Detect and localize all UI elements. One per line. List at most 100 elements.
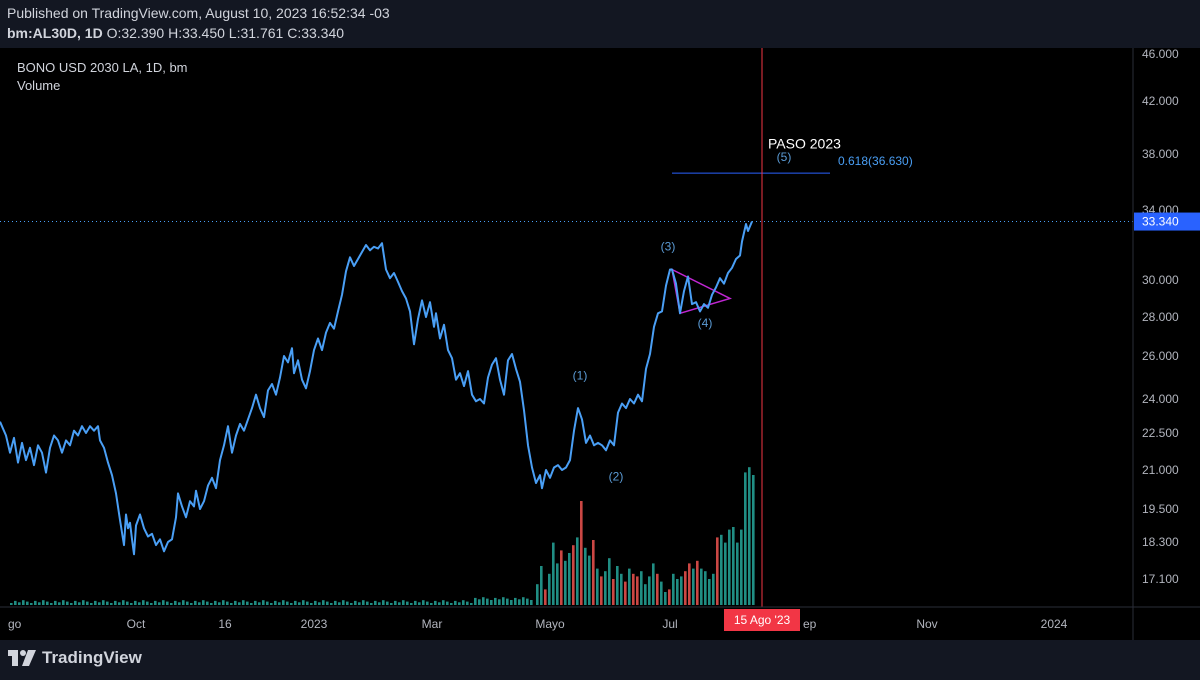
volume-bar: [74, 600, 77, 605]
volume-bar: [704, 571, 707, 605]
y-axis-tick-label: 18.300: [1142, 535, 1179, 549]
volume-bar: [462, 600, 465, 605]
volume-bar: [18, 602, 21, 605]
volume-bar: [274, 600, 277, 605]
volume-bar: [374, 600, 377, 605]
volume-bar: [242, 600, 245, 605]
volume-bar: [390, 603, 393, 605]
volume-bar: [270, 603, 273, 605]
volume-bar: [446, 601, 449, 605]
volume-bar: [680, 576, 683, 605]
volume-bar: [720, 534, 723, 605]
volume-bar: [86, 601, 89, 605]
volume-bar: [394, 600, 397, 605]
x-axis-tick-label: 16: [218, 617, 232, 631]
ohlc-line: bm:AL30D, 1D O:32.390 H:33.450 L:31.761 …: [7, 25, 344, 41]
volume-bar: [226, 601, 229, 605]
volume-bar: [624, 581, 627, 605]
volume-bar: [406, 601, 409, 605]
volume-bar: [214, 600, 217, 605]
volume-bar: [286, 601, 289, 605]
volume-bar: [190, 603, 193, 605]
volume-bar: [26, 601, 29, 605]
volume-bar: [664, 592, 667, 605]
brand[interactable]: TradingView: [8, 648, 142, 668]
volume-bar: [450, 603, 453, 605]
volume-bar: [672, 573, 675, 605]
tradingview-logo-icon: [8, 650, 36, 666]
price-chart[interactable]: (1) (2) (3) (4) (5)PASO 2023 0.618(36.630) 46.…: [0, 48, 1200, 640]
volume-bar: [314, 600, 317, 605]
volume-bar: [174, 600, 177, 605]
volume-bar: [98, 602, 101, 605]
volume-bar: [692, 568, 695, 605]
volume-bar: [482, 597, 485, 605]
volume-bar: [568, 553, 571, 605]
volume-bar: [122, 600, 125, 605]
volume-bar: [338, 602, 341, 605]
y-axis-tick-label: 28.000: [1142, 310, 1179, 324]
volume-bar: [162, 600, 165, 605]
volume-bar: [596, 568, 599, 605]
volume-bar: [210, 603, 213, 605]
volume-bar: [294, 600, 297, 605]
volume-bar: [652, 563, 655, 605]
volume-bar: [42, 600, 45, 605]
volume-bar: [644, 584, 647, 605]
volume-bar: [676, 579, 679, 605]
volume-bar: [688, 563, 691, 605]
x-axis-tick-label: Nov: [916, 617, 937, 631]
volume-bar: [90, 603, 93, 605]
volume-bar: [518, 599, 521, 605]
volume-bar: [46, 601, 49, 605]
x-axis-tick-label: 2023: [301, 617, 328, 631]
volume-bar: [636, 576, 639, 605]
volume-bar: [540, 566, 543, 605]
volume-bar: [576, 537, 579, 605]
volume-bar: [134, 600, 137, 605]
footer: TradingView: [0, 640, 1200, 680]
volume-bar: [494, 597, 497, 605]
close-label: C:: [287, 25, 302, 41]
x-axis-tick-label: 2024: [1041, 617, 1068, 631]
volume-bar: [536, 584, 539, 605]
volume-bar: [604, 571, 607, 605]
cursor-date-label: 15 Ago '23: [734, 613, 791, 627]
volume-bar: [506, 598, 509, 605]
volume-bar: [10, 603, 13, 605]
volume-bar: [430, 603, 433, 605]
volume-bar: [290, 603, 293, 605]
published-info: Published on TradingView.com, August 10,…: [7, 5, 390, 21]
volume-bar: [474, 597, 477, 605]
paso-2023-label: PASO 2023: [768, 136, 841, 152]
wave-label: (1): [573, 369, 588, 383]
volume-bar: [218, 602, 221, 605]
volume-bar: [648, 576, 651, 605]
legend-title: BONO USD 2030 LA, 1D, bm: [17, 60, 188, 75]
volume-bar: [206, 601, 209, 605]
volume-bar: [278, 602, 281, 605]
volume-bar: [700, 568, 703, 605]
x-axis-tick-label: ep: [803, 617, 817, 631]
volume-bar: [78, 602, 81, 605]
volume-bar: [266, 601, 269, 605]
volume-bar: [708, 579, 711, 605]
volume-bar: [110, 603, 113, 605]
volume-bar: [234, 600, 237, 605]
volume-bar: [366, 601, 369, 605]
volume-bar: [458, 602, 461, 605]
volume-bar: [612, 579, 615, 605]
volume-bar: [202, 600, 205, 605]
volume-bar: [370, 603, 373, 605]
volume-bar: [498, 599, 501, 605]
volume-bar: [326, 601, 329, 605]
volume-bar: [118, 602, 121, 605]
volume-bar: [640, 571, 643, 605]
y-axis-tick-label: 30.000: [1142, 273, 1179, 287]
volume-bar: [154, 600, 157, 605]
volume-bar: [58, 602, 61, 605]
open-label: O:: [106, 25, 122, 41]
chart-panel[interactable]: (1) (2) (3) (4) (5) PASO 2023 0.618(36.630) 46.…: [0, 48, 1200, 640]
volume-bar: [50, 603, 53, 605]
volume-bar: [502, 597, 505, 605]
